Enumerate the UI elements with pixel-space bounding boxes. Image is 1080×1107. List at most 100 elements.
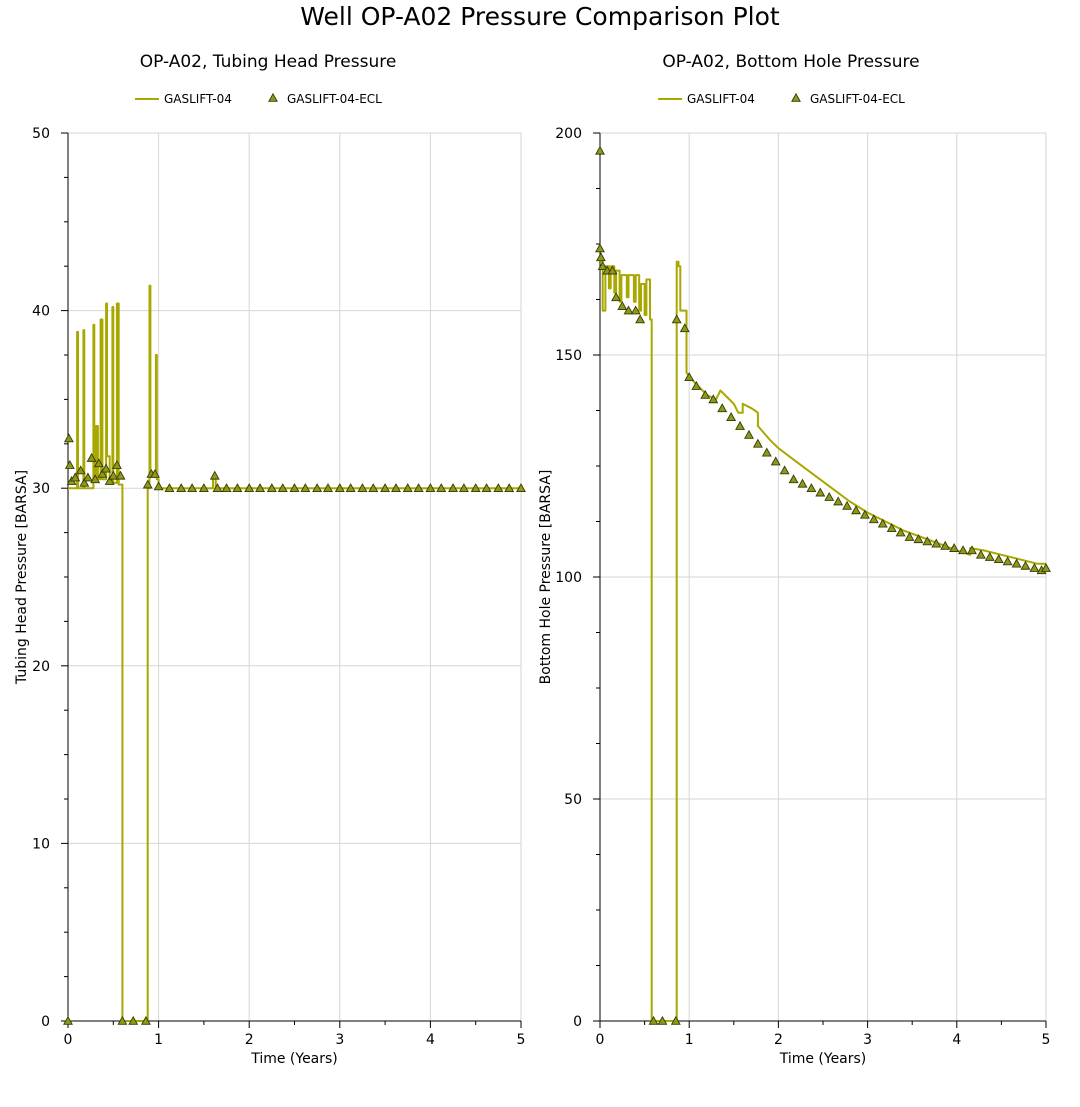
data-point-marker: [806, 483, 817, 493]
data-point-marker: [70, 472, 81, 482]
data-point-marker: [232, 483, 243, 493]
data-point-marker: [187, 483, 198, 493]
data-point-marker: [895, 527, 906, 537]
data-point-marker: [150, 468, 160, 478]
y-tick-label: 150: [555, 348, 582, 364]
data-point-marker: [402, 483, 413, 493]
data-point-marker: [1029, 562, 1040, 572]
data-point-marker: [209, 470, 220, 480]
data-point-marker: [611, 292, 622, 302]
data-point-marker: [1011, 558, 1022, 568]
page-title: Well OP-A02 Pressure Comparison Plot: [300, 2, 780, 31]
x-tick-label: 1: [685, 1032, 694, 1048]
y-tick-label: 0: [41, 1014, 50, 1030]
data-point-marker: [79, 477, 90, 487]
x-tick-label: 1: [154, 1032, 163, 1048]
data-point-marker: [833, 496, 844, 506]
data-point-marker: [966, 545, 977, 555]
y-tick-label: 200: [555, 126, 582, 142]
series-line: [68, 284, 521, 1022]
data-point-marker: [380, 483, 391, 493]
data-point-marker: [779, 465, 790, 475]
data-point-marker: [761, 447, 772, 457]
data-point-marker: [470, 483, 481, 493]
x-tick-label: 0: [596, 1032, 605, 1048]
legend-marker-swatch: [268, 92, 278, 102]
data-point-marker: [368, 483, 379, 493]
data-point-marker: [717, 403, 728, 413]
data-point-marker: [63, 433, 74, 443]
data-point-marker: [212, 483, 223, 493]
legend-label: GASLIFT-04: [687, 92, 755, 106]
data-point-marker: [277, 483, 288, 493]
data-point-marker: [940, 540, 951, 550]
y-tick-label: 100: [555, 570, 582, 586]
data-point-marker: [975, 549, 986, 559]
series-gaslift-04-ecl: [595, 145, 1051, 1025]
data-point-marker: [436, 483, 447, 493]
data-point-marker: [97, 468, 108, 478]
data-point-marker: [1020, 560, 1031, 570]
legend-label: GASLIFT-04-ECL: [810, 92, 905, 106]
x-tick-label: 5: [1042, 1032, 1051, 1048]
x-tick-label: 4: [952, 1032, 961, 1048]
data-point-marker: [797, 478, 808, 488]
x-tick-label: 4: [426, 1032, 435, 1048]
data-point-marker: [708, 394, 719, 404]
data-point-marker: [595, 243, 605, 253]
data-point-marker: [671, 314, 682, 324]
data-point-marker: [949, 543, 960, 552]
data-point-marker: [117, 1015, 128, 1025]
data-point-marker: [595, 145, 605, 155]
y-tick-label: 0: [573, 1014, 582, 1030]
data-point-marker: [630, 305, 641, 315]
data-point-marker: [115, 470, 126, 480]
y-tick-label: 50: [32, 126, 50, 142]
data-point-marker: [266, 483, 277, 493]
x-tick-label: 5: [517, 1032, 526, 1048]
data-point-marker: [958, 545, 969, 555]
data-point-marker: [726, 412, 737, 421]
y-tick-label: 40: [32, 304, 50, 320]
legend: GASLIFT-04 GASLIFT-04-ECL: [658, 92, 905, 106]
data-point-marker: [886, 523, 897, 532]
data-point-marker: [448, 483, 459, 493]
y-axis-label: Tubing Head Pressure [BARSA]: [14, 470, 30, 685]
data-point-marker: [101, 463, 112, 473]
x-tick-label: 3: [335, 1032, 344, 1048]
data-point-marker: [75, 465, 86, 475]
data-point-marker: [458, 483, 469, 493]
data-point-marker: [770, 456, 781, 466]
data-point-marker: [504, 483, 515, 493]
data-point-marker: [413, 483, 424, 493]
y-tick-label: 10: [32, 836, 50, 852]
data-point-marker: [104, 475, 115, 485]
data-point-marker: [64, 459, 75, 469]
grid: [600, 132, 1047, 1021]
data-point-marker: [312, 483, 323, 493]
data-point-marker: [345, 483, 356, 493]
data-point-marker: [657, 1015, 668, 1025]
data-point-marker: [743, 429, 754, 439]
y-axis-label: Bottom Hole Pressure [BARSA]: [538, 470, 554, 685]
data-point-marker: [221, 483, 232, 493]
data-point-marker: [82, 472, 93, 482]
data-point-marker: [788, 474, 799, 484]
data-point-marker: [481, 483, 492, 493]
data-point-marker: [851, 505, 861, 515]
series-gaslift-04-ecl: [63, 433, 526, 1025]
data-point-marker: [931, 538, 942, 548]
data-point-marker: [984, 551, 995, 561]
data-point-marker: [140, 1015, 151, 1025]
data-point-marker: [198, 483, 209, 493]
data-point-marker: [164, 483, 175, 493]
x-tick-label: 2: [245, 1032, 254, 1048]
data-point-marker: [617, 301, 628, 310]
legend-label: GASLIFT-04-ECL: [287, 92, 382, 106]
data-point-marker: [1002, 556, 1013, 566]
data-point-marker: [993, 554, 1004, 564]
